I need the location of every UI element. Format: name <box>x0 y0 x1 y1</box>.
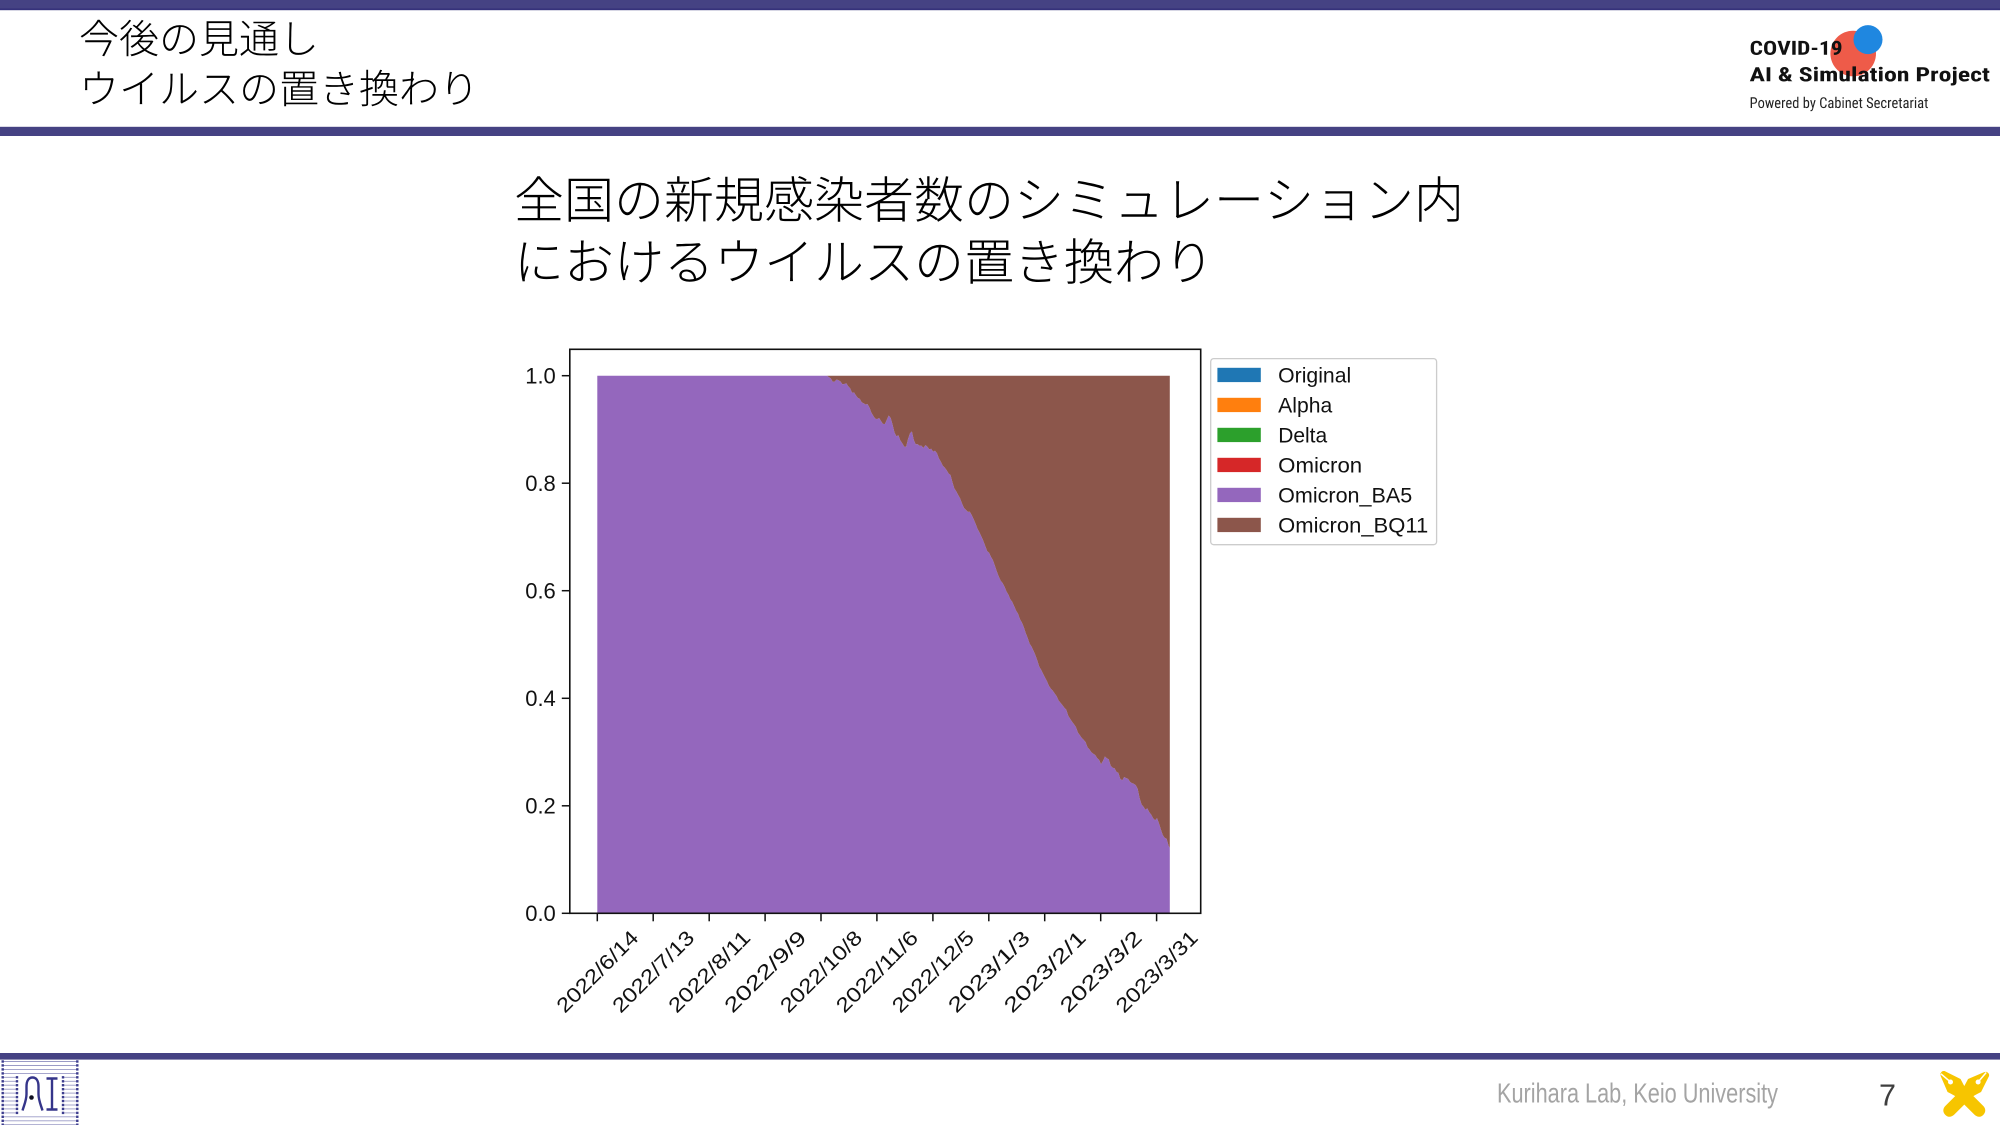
svg-text:Delta: Delta <box>1278 424 1327 447</box>
svg-text:0.8: 0.8 <box>525 471 556 496</box>
svg-text:Alpha: Alpha <box>1278 394 1332 417</box>
svg-text:0.2: 0.2 <box>525 793 556 818</box>
svg-text:Omicron: Omicron <box>1278 454 1362 477</box>
svg-text:Kurihara Lab, Keio University: Kurihara Lab, Keio University <box>1497 1078 1778 1109</box>
svg-text:7: 7 <box>1879 1079 1896 1113</box>
svg-text:0.0: 0.0 <box>525 901 556 926</box>
svg-text:Omicron_BQ11: Omicron_BQ11 <box>1278 514 1428 537</box>
svg-text:Original: Original <box>1278 364 1351 387</box>
svg-text:Omicron_BA5: Omicron_BA5 <box>1278 484 1412 507</box>
svg-text:1.0: 1.0 <box>525 363 556 388</box>
svg-text:0.4: 0.4 <box>525 686 556 711</box>
svg-text:0.6: 0.6 <box>525 578 556 603</box>
